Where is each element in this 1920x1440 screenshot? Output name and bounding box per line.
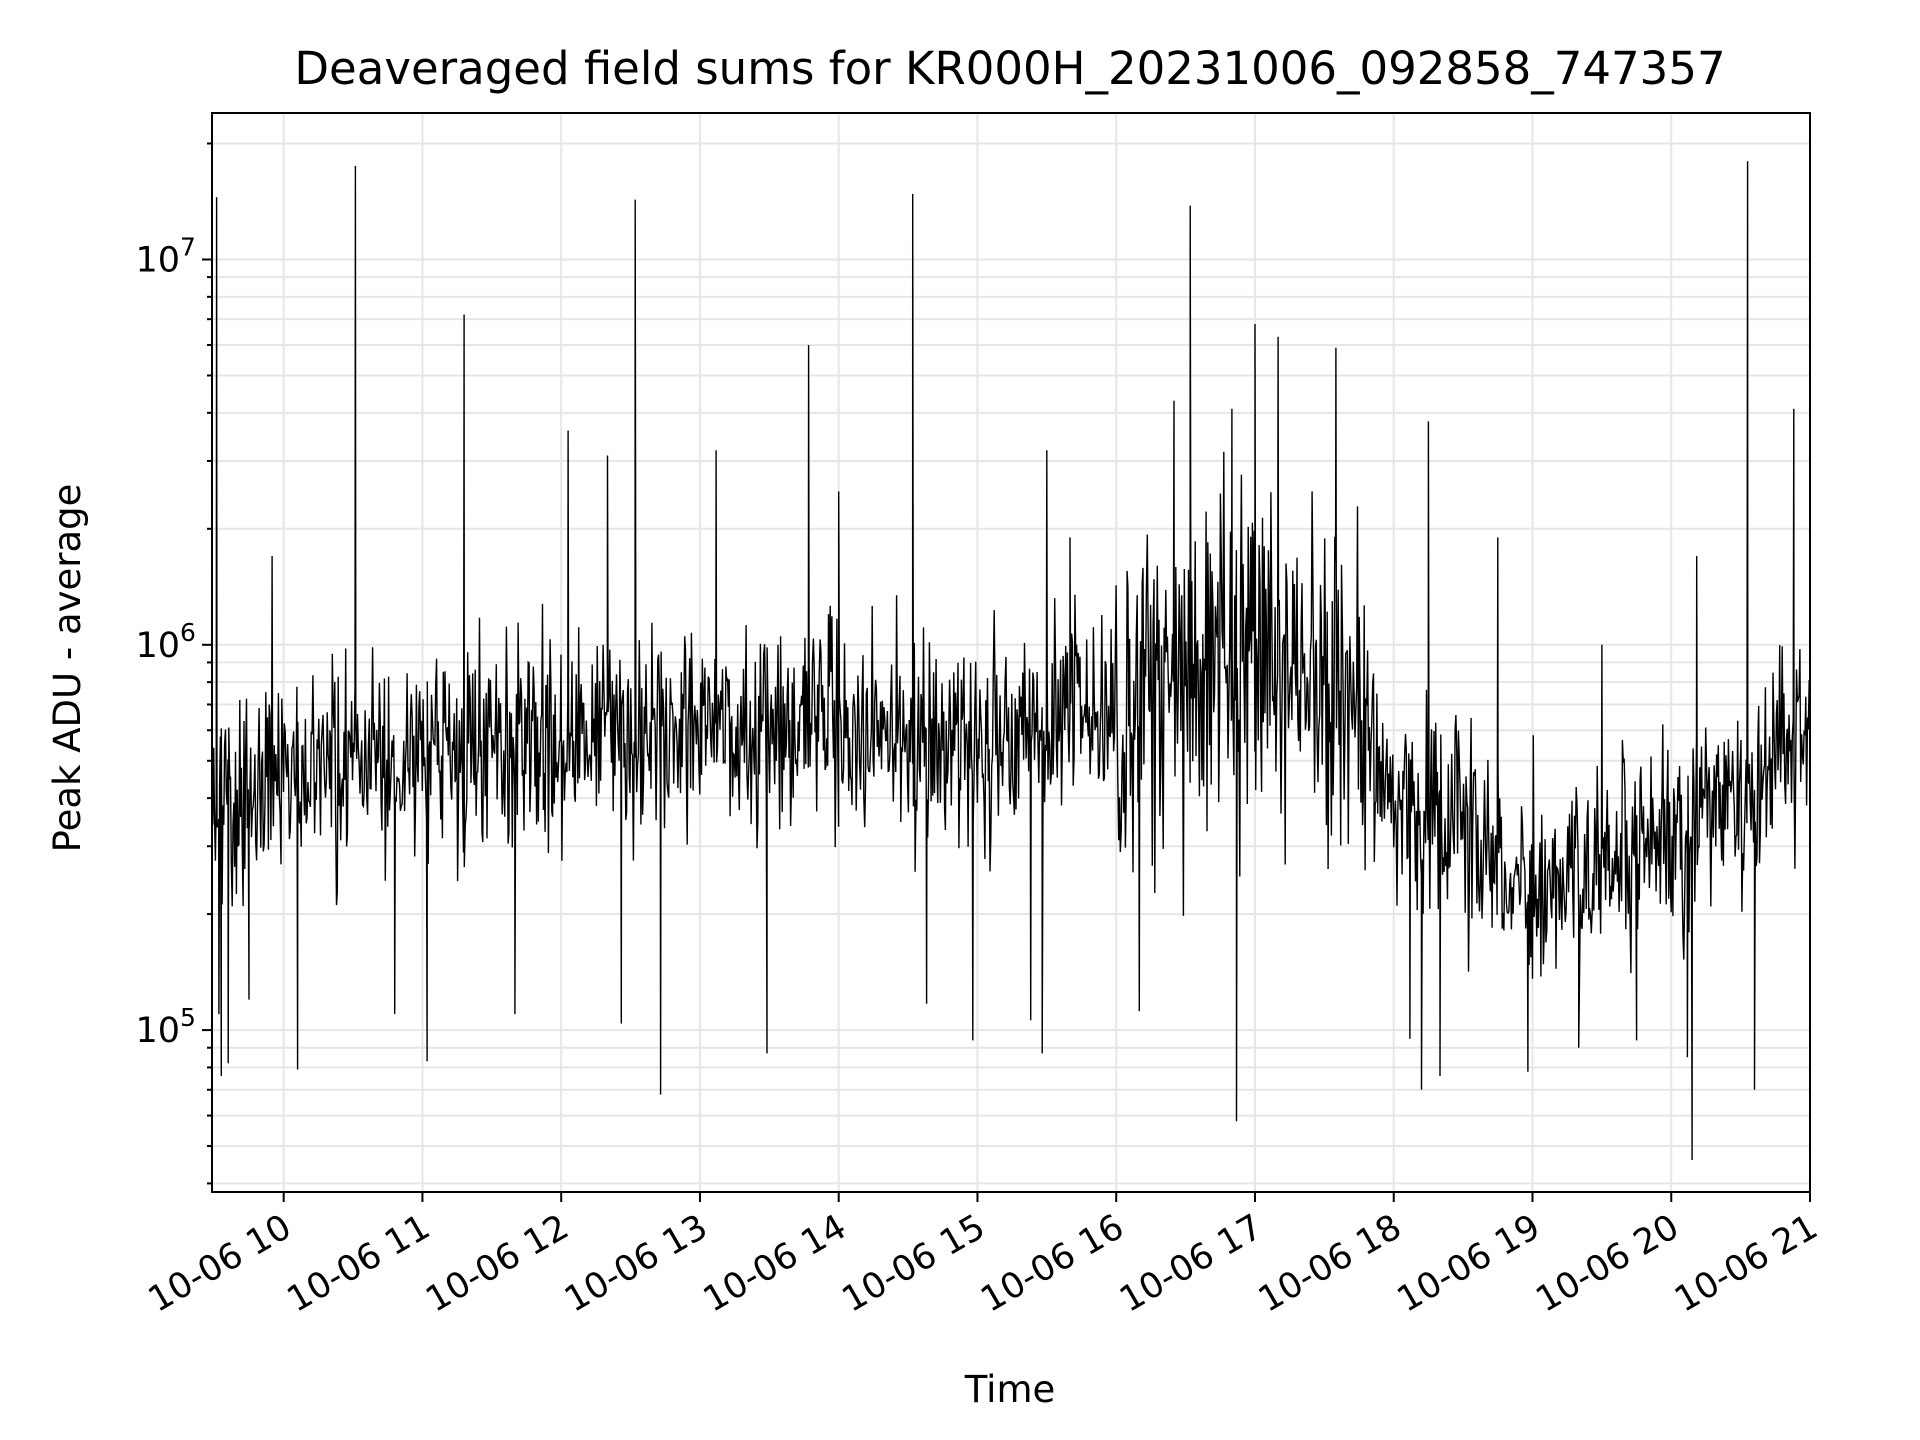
plot-frame — [211, 112, 1811, 1193]
x-tick-label: 10-06 13 — [558, 1207, 714, 1320]
x-axis-label: Time — [964, 1368, 1056, 1411]
y-tick-exponent: 6 — [180, 618, 196, 647]
x-tick-label: 10-06 11 — [281, 1207, 437, 1320]
y-tick-label: 10 — [135, 626, 180, 666]
x-tick-label: 10-06 20 — [1529, 1207, 1685, 1320]
x-tick-label: 10-06 12 — [419, 1207, 575, 1320]
x-tick-label: 10-06 14 — [697, 1207, 853, 1320]
x-tick-label: 10-06 21 — [1668, 1207, 1824, 1320]
y-tick-label: 10 — [135, 1011, 180, 1051]
y-minor-gridlines — [212, 142, 1810, 1185]
y-tick-exponent: 7 — [180, 232, 196, 261]
x-tick-label: 10-06 19 — [1391, 1207, 1547, 1320]
series-layer — [212, 161, 1810, 1161]
y-major-gridlines — [212, 258, 1810, 1032]
y-tick-label: 10 — [135, 240, 180, 280]
chart-title: Deaveraged field sums for KR000H_2023100… — [294, 42, 1725, 95]
x-tick-label: 10-06 18 — [1252, 1207, 1408, 1320]
y-tick-exponent: 5 — [180, 1003, 196, 1032]
x-tick-label: 10-06 16 — [974, 1207, 1130, 1320]
x-tick-label: 10-06 15 — [836, 1207, 992, 1320]
x-tick-label: 10-06 17 — [1113, 1207, 1269, 1320]
y-axis-label: Peak ADU - average — [46, 484, 89, 853]
series-line — [212, 161, 1810, 1161]
x-tick-label: 10-06 10 — [142, 1207, 298, 1320]
